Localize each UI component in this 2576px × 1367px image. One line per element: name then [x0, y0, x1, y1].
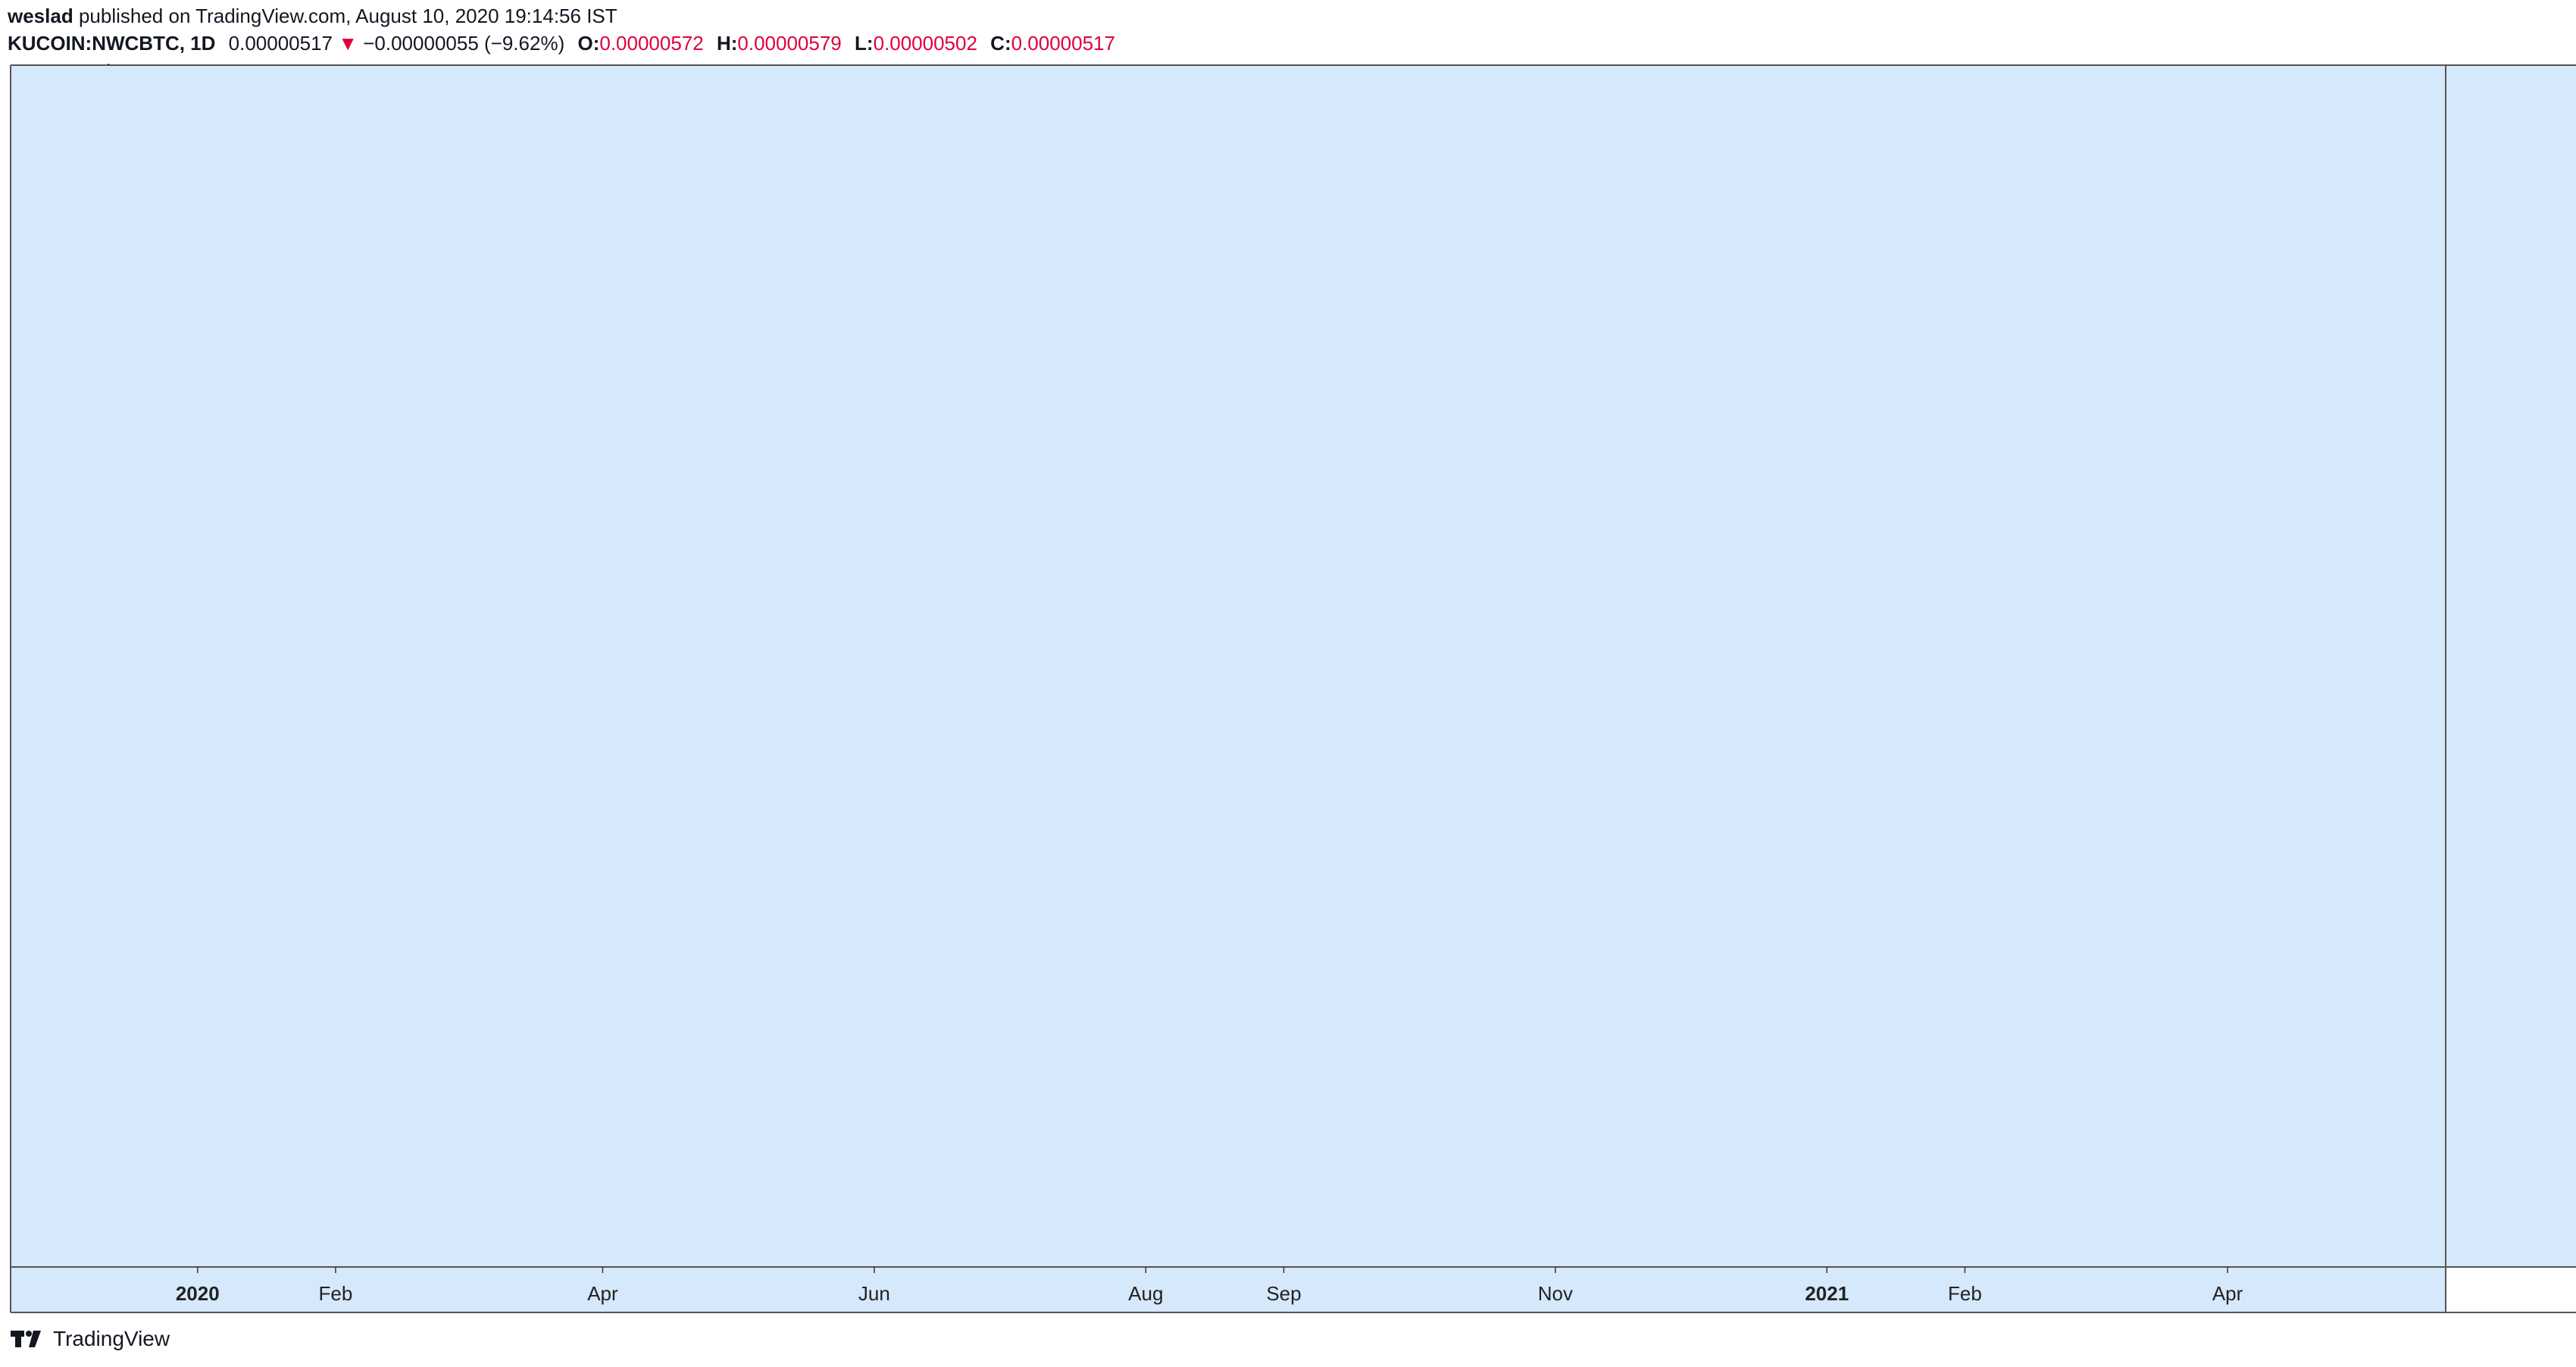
tradingview-logo[interactable]: TradingView: [11, 1327, 170, 1351]
tradingview-brand: TradingView: [53, 1327, 170, 1350]
time-tick-label: Apr: [2212, 1282, 2243, 1305]
tradingview-logo-icon: [11, 1331, 41, 1347]
high-value: 0.00000579: [737, 32, 842, 55]
author-name[interactable]: weslad: [8, 5, 73, 27]
time-tick-label: Aug: [1128, 1282, 1163, 1305]
time-tick-label: Feb: [1948, 1282, 1982, 1305]
symbol-line: KUCOIN:NWCBTC, 1D 0.00000517 ▼ −0.000000…: [8, 32, 1115, 55]
time-axis-background: [11, 1267, 2446, 1312]
open-value: 0.00000572: [599, 32, 704, 55]
low-label: L:: [855, 32, 874, 55]
low-value: 0.00000502: [873, 32, 977, 55]
footer: TradingView: [0, 1315, 2576, 1367]
time-tick-label: Jun: [858, 1282, 890, 1305]
open-label: O:: [577, 32, 600, 55]
down-arrow-icon: ▼: [338, 32, 358, 55]
last-price: 0.00000517: [228, 32, 333, 55]
price-change: −0.00000055 (−9.62%): [363, 32, 565, 55]
time-tick-label: Feb: [319, 1282, 353, 1305]
axes-layer: 0.000011000.000010500.000010000.00000950…: [176, 8, 2561, 1305]
published-info: published on TradingView.com, August 10,…: [78, 5, 617, 27]
time-tick-label: 2020: [176, 1282, 220, 1305]
publish-line: weslad published on TradingView.com, Aug…: [8, 5, 617, 28]
time-tick-label: Apr: [587, 1282, 618, 1305]
plot-background: [11, 65, 2446, 1267]
close-value: 0.00000517: [1011, 32, 1115, 55]
time-tick-label: Nov: [1538, 1282, 1573, 1305]
time-tick-label: 2021: [1805, 1282, 1849, 1305]
price-axis-background: [2446, 65, 2576, 1267]
close-label: C:: [990, 32, 1011, 55]
symbol-label[interactable]: KUCOIN:NWCBTC, 1D: [8, 32, 216, 55]
chart-header: weslad published on TradingView.com, Aug…: [0, 0, 2576, 64]
time-tick-label: Sep: [1266, 1282, 1301, 1305]
high-label: H:: [716, 32, 738, 55]
